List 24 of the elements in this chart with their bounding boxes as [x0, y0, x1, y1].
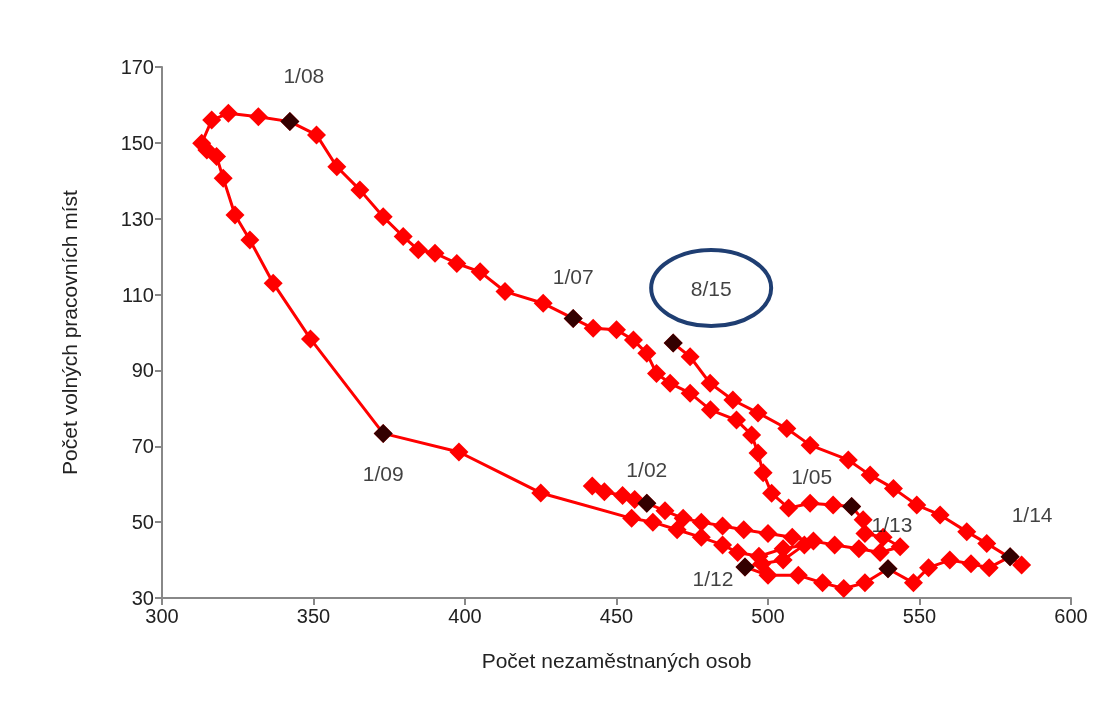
annotation: 1/08: [283, 64, 325, 88]
y-tick-label: 170: [120, 56, 154, 78]
x-tick-label: 550: [902, 605, 937, 627]
x-axis-title: Počet nezaměstnaných osob: [481, 649, 752, 672]
annotation: 1/09: [362, 461, 404, 485]
annotation: 1/05: [791, 465, 833, 489]
y-tick-label: 90: [131, 359, 154, 382]
y-tick-label: 50: [131, 511, 154, 534]
annotation: 8/15: [690, 276, 732, 300]
annotation: 1/12: [692, 567, 734, 591]
x-tick-label: 600: [1054, 605, 1088, 627]
y-axis-title: Počet volných pracovních míst: [58, 189, 81, 475]
annotation: 1/07: [552, 264, 594, 288]
x-tick-label: 500: [751, 605, 785, 627]
y-tick-label: 130: [120, 207, 154, 230]
annotation: 1/13: [871, 513, 913, 537]
y-tick-label: 70: [131, 435, 154, 458]
annotation: 1/14: [1011, 503, 1053, 527]
y-tick-label: 110: [122, 283, 154, 306]
y-tick-label: 150: [120, 131, 154, 154]
annotation: 1/02: [626, 457, 668, 481]
x-tick-label: 350: [296, 605, 331, 627]
x-tick-label: 400: [448, 605, 482, 627]
x-tick-label: 450: [599, 605, 634, 627]
